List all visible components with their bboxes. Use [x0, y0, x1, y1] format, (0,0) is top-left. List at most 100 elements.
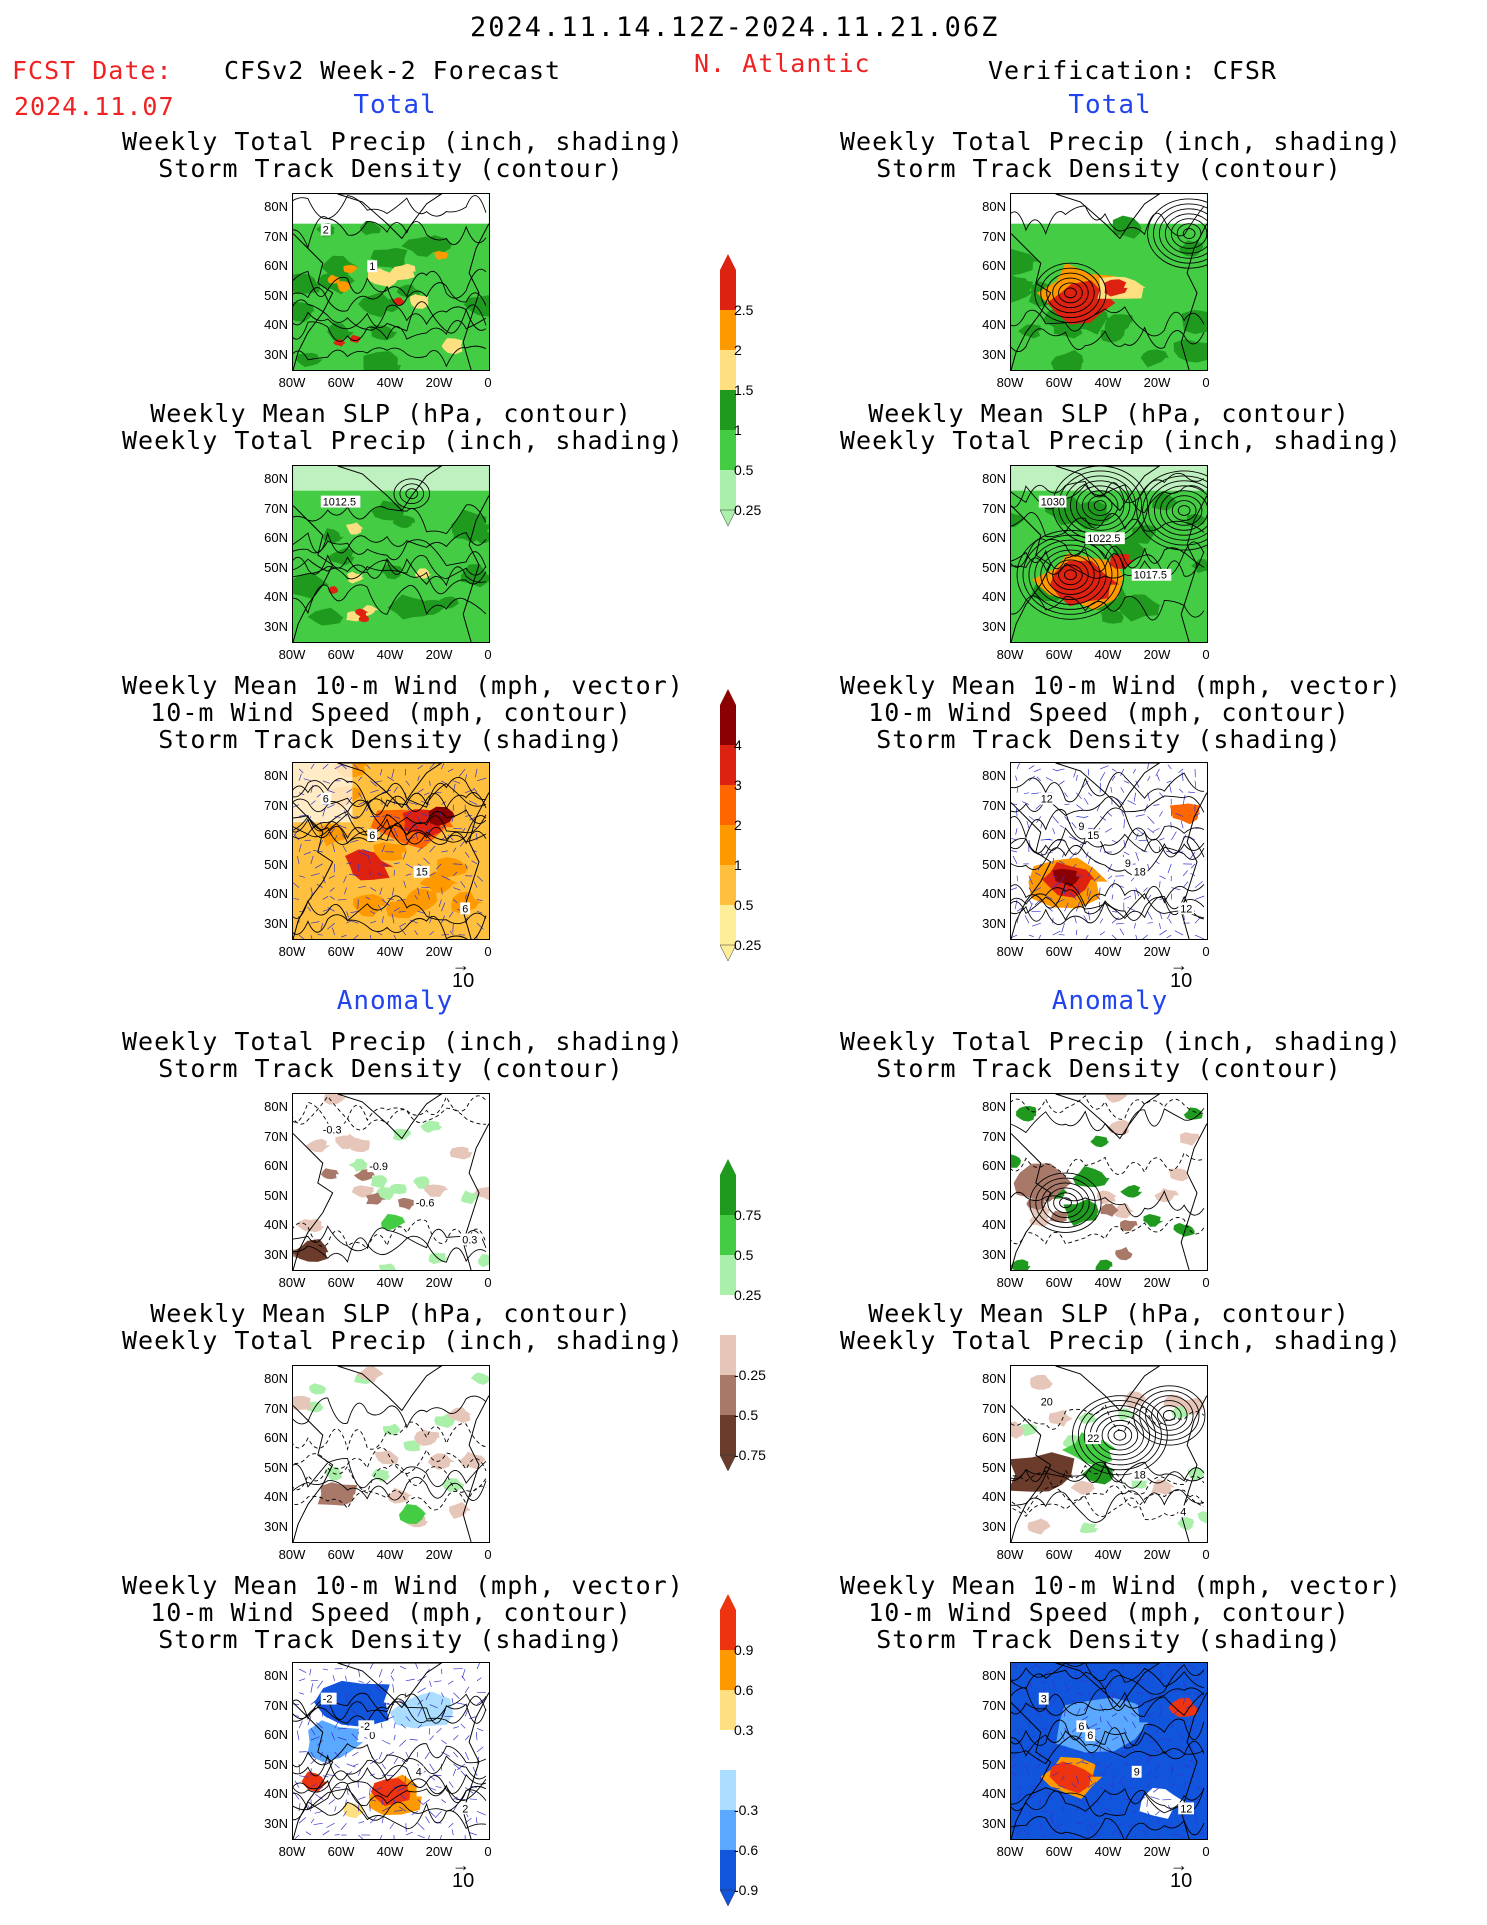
wind-vector — [1107, 863, 1113, 872]
wind-vector — [1038, 934, 1042, 939]
wind-vector — [1069, 892, 1077, 900]
wind-vector — [310, 855, 314, 864]
lon-tick-label: 40W — [376, 944, 404, 959]
wind-vector — [404, 768, 407, 776]
wind-anomaly-vector — [1182, 1782, 1186, 1788]
wind-vector — [1133, 923, 1137, 929]
wind-anomaly-vector — [334, 1806, 337, 1812]
lat-tick-label: 80N — [982, 768, 1006, 783]
wind-vector — [1194, 812, 1201, 817]
wind-anomaly-vector — [1076, 1805, 1080, 1812]
wind-vector — [293, 834, 300, 841]
wind-anomaly-vector — [425, 1816, 430, 1824]
colorbar-bottom-arrow — [719, 944, 737, 961]
contour-label: 4 — [413, 1765, 424, 1779]
lat-tick-label: 50N — [264, 856, 288, 872]
wind-anomaly-vector — [1170, 1722, 1174, 1729]
wind-anomaly-vector — [322, 1830, 330, 1836]
precip-shade — [1104, 314, 1133, 332]
wind-vector — [327, 922, 335, 930]
svg-text:-2: -2 — [360, 1721, 370, 1733]
lon-tick-label: 80W — [996, 1275, 1024, 1290]
wind-vector — [1052, 882, 1060, 888]
wind-anomaly-vector — [369, 1804, 371, 1812]
wind-anomaly-vector — [1076, 1799, 1083, 1801]
wind-vector — [1181, 771, 1184, 781]
wind-vector — [1076, 816, 1084, 818]
wind-vector — [1016, 808, 1018, 817]
storm-anomaly-contour — [1011, 1217, 1205, 1245]
wind-anomaly-vector — [1099, 1811, 1107, 1816]
wind-anomaly-vector — [1189, 1744, 1196, 1753]
wind-anomaly-vector — [417, 1822, 425, 1830]
wind-vector — [1116, 922, 1124, 925]
precip-shade — [336, 281, 351, 292]
wind-vector — [298, 773, 302, 781]
slp-anomaly-contour — [293, 1447, 487, 1475]
greenland-coastline — [337, 1366, 443, 1412]
storm-density-shade — [345, 849, 394, 881]
panel-title-line: Storm Track Density (contour) — [876, 154, 1342, 183]
wind-vector — [1135, 780, 1140, 788]
lat-tick-label: 60N — [264, 258, 288, 273]
wind-vector — [1099, 901, 1101, 912]
wind-vector — [1189, 851, 1196, 860]
wind-vector — [322, 908, 332, 912]
precip-shade — [374, 249, 402, 267]
lon-tick-label: 20W — [1143, 1275, 1171, 1290]
wind-anomaly-vector — [1118, 1822, 1124, 1826]
wind-vector — [417, 887, 420, 896]
vector-reference-label: 10 — [1170, 1870, 1193, 1892]
wind-vector — [1052, 857, 1055, 864]
wind-anomaly-vector — [1147, 1712, 1154, 1717]
wind-vector — [1024, 915, 1030, 924]
wind-vector — [415, 832, 419, 841]
wind-vector — [293, 898, 300, 900]
wind-anomaly-vector — [1135, 1758, 1142, 1765]
wind-vector — [426, 828, 430, 836]
wind-vector — [1156, 774, 1160, 781]
wind-vector — [370, 887, 377, 892]
lon-tick-label: 40W — [1094, 647, 1122, 662]
wind-vector — [293, 882, 300, 888]
wind-speed-contour — [293, 792, 487, 816]
wind-vector — [1147, 894, 1152, 900]
precip-anomaly-shade — [1072, 1165, 1110, 1188]
wind-vector — [1011, 803, 1018, 805]
wind-vector — [429, 780, 431, 786]
wind-anomaly-contour — [293, 1765, 487, 1794]
colorbar-label: -0.6 — [734, 1842, 759, 1858]
precip-anomaly-shade — [1013, 1163, 1072, 1202]
wind-vector — [1061, 923, 1065, 933]
precip-shade — [293, 301, 315, 323]
map-graphic: 1012.5 — [293, 466, 489, 642]
wind-anomaly-vector — [1064, 1745, 1066, 1753]
wind-anomaly-vector — [322, 1668, 328, 1671]
wind-vector — [1147, 776, 1151, 781]
greenland-coastline — [337, 1094, 443, 1140]
storm-anomaly-contour — [293, 1235, 487, 1263]
precip-shade — [1191, 559, 1207, 573]
slp-contour — [1011, 595, 1205, 621]
wind-anomaly-vector — [469, 1832, 478, 1836]
colorbar-segment — [720, 1175, 736, 1215]
contour-label: 12 — [1178, 902, 1195, 915]
precip-anomaly-shade — [293, 1395, 312, 1410]
wind-vector — [1111, 775, 1116, 781]
wind-vector — [337, 899, 347, 901]
wind-anomaly-vector — [1182, 1680, 1187, 1690]
wind-anomaly-vector — [393, 1799, 396, 1805]
wind-vector — [396, 899, 406, 901]
wind-anomaly-vector — [1104, 1763, 1113, 1770]
wind-anomaly-vector — [1127, 1822, 1136, 1828]
wind-vector — [350, 839, 359, 843]
wind-anomaly-vector — [1111, 1692, 1118, 1699]
lat-tick-label: 60N — [982, 258, 1006, 273]
lat-tick-label: 50N — [982, 559, 1006, 575]
wind-vector — [398, 910, 406, 913]
map-panel-anom-wind-verification: 3 6 9 12 6 — [1010, 1662, 1208, 1840]
wind-anomaly-vector — [1016, 1827, 1022, 1836]
precip-anomaly-shade — [1177, 1516, 1195, 1531]
panel-title-line: Weekly Total Precip (inch, shading) — [840, 127, 1402, 156]
wind-anomaly-vector — [345, 1675, 347, 1681]
